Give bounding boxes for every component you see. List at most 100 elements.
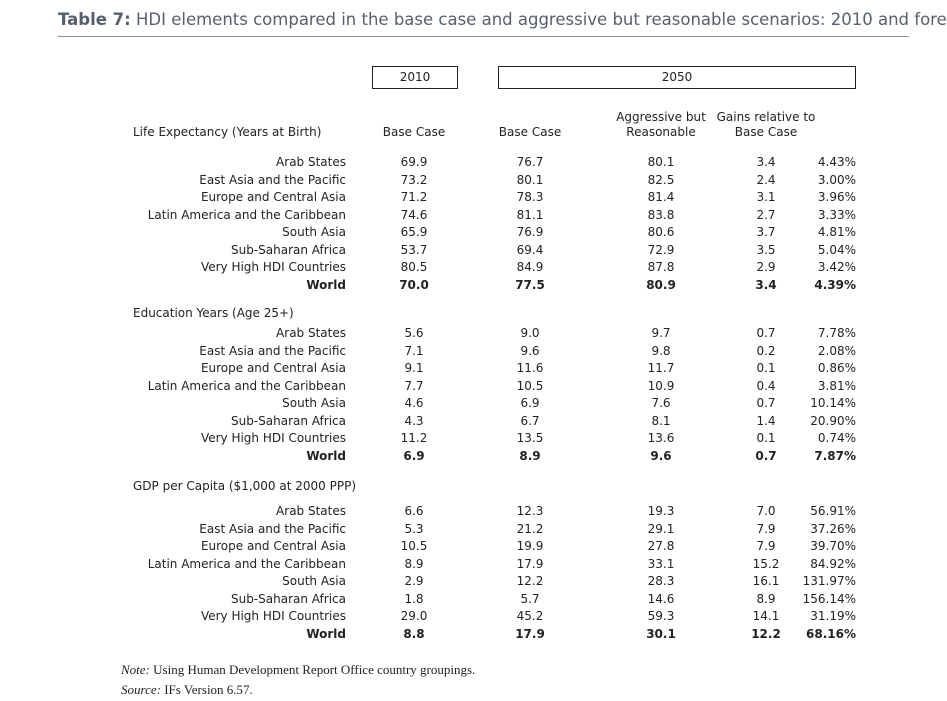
cell: 69.4 (516, 242, 544, 257)
cell: 7.87% (814, 448, 856, 463)
row-label: Very High HDI Countries (200, 260, 346, 274)
cell: 5.7 (520, 591, 540, 606)
cell: 17.9 (516, 556, 544, 571)
cell: 19.9 (516, 539, 544, 553)
cell: 84.9 (516, 260, 544, 274)
cell: 0.4 (756, 378, 776, 393)
cell: 76.7 (516, 155, 544, 169)
cell: 9.6 (520, 343, 540, 358)
cell: 33.1 (647, 556, 675, 571)
cell: 81.1 (516, 207, 544, 222)
cell: 8.8 (403, 626, 425, 641)
cell: 2.9 (756, 260, 776, 274)
cell: 11.6 (516, 361, 544, 375)
cell: 8.9 (404, 556, 424, 571)
cell: 2.9 (404, 574, 424, 588)
cell: 5.04% (817, 242, 856, 257)
column-header: Aggressive but Reasonable (616, 110, 706, 139)
title-rule (58, 36, 909, 37)
cell: 8.9 (519, 448, 541, 463)
row-label: Very High HDI Countries (200, 609, 346, 623)
year-header: 2050 (498, 66, 856, 89)
cell: 3.81% (817, 378, 856, 393)
row-label: Arab States (276, 155, 346, 169)
cell: 80.6 (647, 225, 675, 239)
row-label: Very High HDI Countries (200, 431, 346, 445)
cell: 2.08% (817, 343, 856, 358)
cell: 3.5 (756, 242, 776, 257)
section-label: Life Expectancy (Years at Birth) (133, 125, 322, 139)
cell: 4.81% (817, 225, 856, 239)
cell: 71.2 (400, 190, 428, 204)
row-label: East Asia and the Pacific (199, 172, 346, 187)
row-label: Latin America and the Caribbean (147, 207, 346, 222)
column-header: Gains relative to Base Case (716, 110, 816, 139)
title: Table 7: HDI elements compared in the ba… (58, 10, 947, 30)
cell: 10.5 (400, 539, 428, 553)
row-label: East Asia and the Pacific (199, 521, 346, 536)
cell: 76.9 (516, 225, 544, 239)
cell: 84.92% (810, 556, 856, 571)
cell: 80.9 (646, 277, 676, 292)
cell: 6.7 (520, 413, 540, 428)
cell: 17.9 (515, 626, 545, 641)
cell: 9.0 (520, 326, 540, 340)
cell: 0.74% (817, 431, 856, 445)
cell: 37.26% (810, 521, 856, 536)
cell: 70.0 (399, 277, 429, 292)
row-label: Sub-Saharan Africa (230, 242, 346, 257)
cell: 3.4 (755, 277, 777, 292)
cell: 3.4 (756, 155, 776, 169)
cell: 12.2 (516, 574, 544, 588)
cell: 31.19% (810, 609, 856, 623)
cell: 20.90% (810, 413, 856, 428)
cell: 4.43% (817, 155, 856, 169)
cell: 7.6 (651, 396, 671, 410)
row-label: South Asia (282, 225, 346, 239)
note: Source: IFs Version 6.57. (121, 682, 253, 697)
cell: 3.7 (756, 225, 776, 239)
cell: 83.8 (647, 207, 675, 222)
cell: 10.14% (810, 396, 856, 410)
cell: 3.96% (817, 190, 856, 204)
title-text: HDI elements compared in the base case a… (136, 10, 947, 29)
cell: 74.6 (400, 207, 428, 222)
cell: 2.4 (756, 172, 776, 187)
cell: 72.9 (647, 242, 675, 257)
cell: 4.6 (404, 396, 424, 410)
cell: 4.39% (814, 277, 856, 292)
cell: 9.1 (404, 361, 424, 375)
note-text: IFs Version 6.57. (164, 682, 253, 697)
cell: 9.7 (651, 326, 671, 340)
cell: 19.3 (647, 504, 675, 518)
cell: 13.5 (516, 431, 544, 445)
cell: 131.97% (802, 574, 856, 588)
row-label: South Asia (282, 574, 346, 588)
row-label: Europe and Central Asia (200, 539, 346, 553)
cell: 29.1 (647, 521, 675, 536)
cell: 45.2 (516, 609, 544, 623)
note-label: Source: (121, 682, 161, 697)
cell: 8.1 (651, 413, 671, 428)
cell: 27.8 (647, 539, 675, 553)
column-header: Base Case (498, 125, 562, 139)
row-label: Sub-Saharan Africa (230, 591, 346, 606)
cell: 0.2 (756, 343, 776, 358)
cell: 56.91% (810, 504, 856, 518)
cell: 9.8 (651, 343, 671, 358)
cell: 5.3 (404, 521, 424, 536)
title-label: Table 7: (58, 10, 131, 29)
cell: 0.86% (817, 361, 856, 375)
cell: 16.1 (752, 574, 780, 588)
cell: 14.1 (752, 609, 780, 623)
cell: 5.6 (404, 326, 424, 340)
row-label: World (306, 448, 346, 463)
cell: 0.7 (755, 448, 777, 463)
cell: 82.5 (647, 172, 675, 187)
cell: 65.9 (400, 225, 428, 239)
cell: 87.8 (647, 260, 675, 274)
row-label: World (306, 626, 346, 641)
cell: 12.2 (751, 626, 781, 641)
cell: 13.6 (647, 431, 675, 445)
cell: 6.9 (520, 396, 540, 410)
